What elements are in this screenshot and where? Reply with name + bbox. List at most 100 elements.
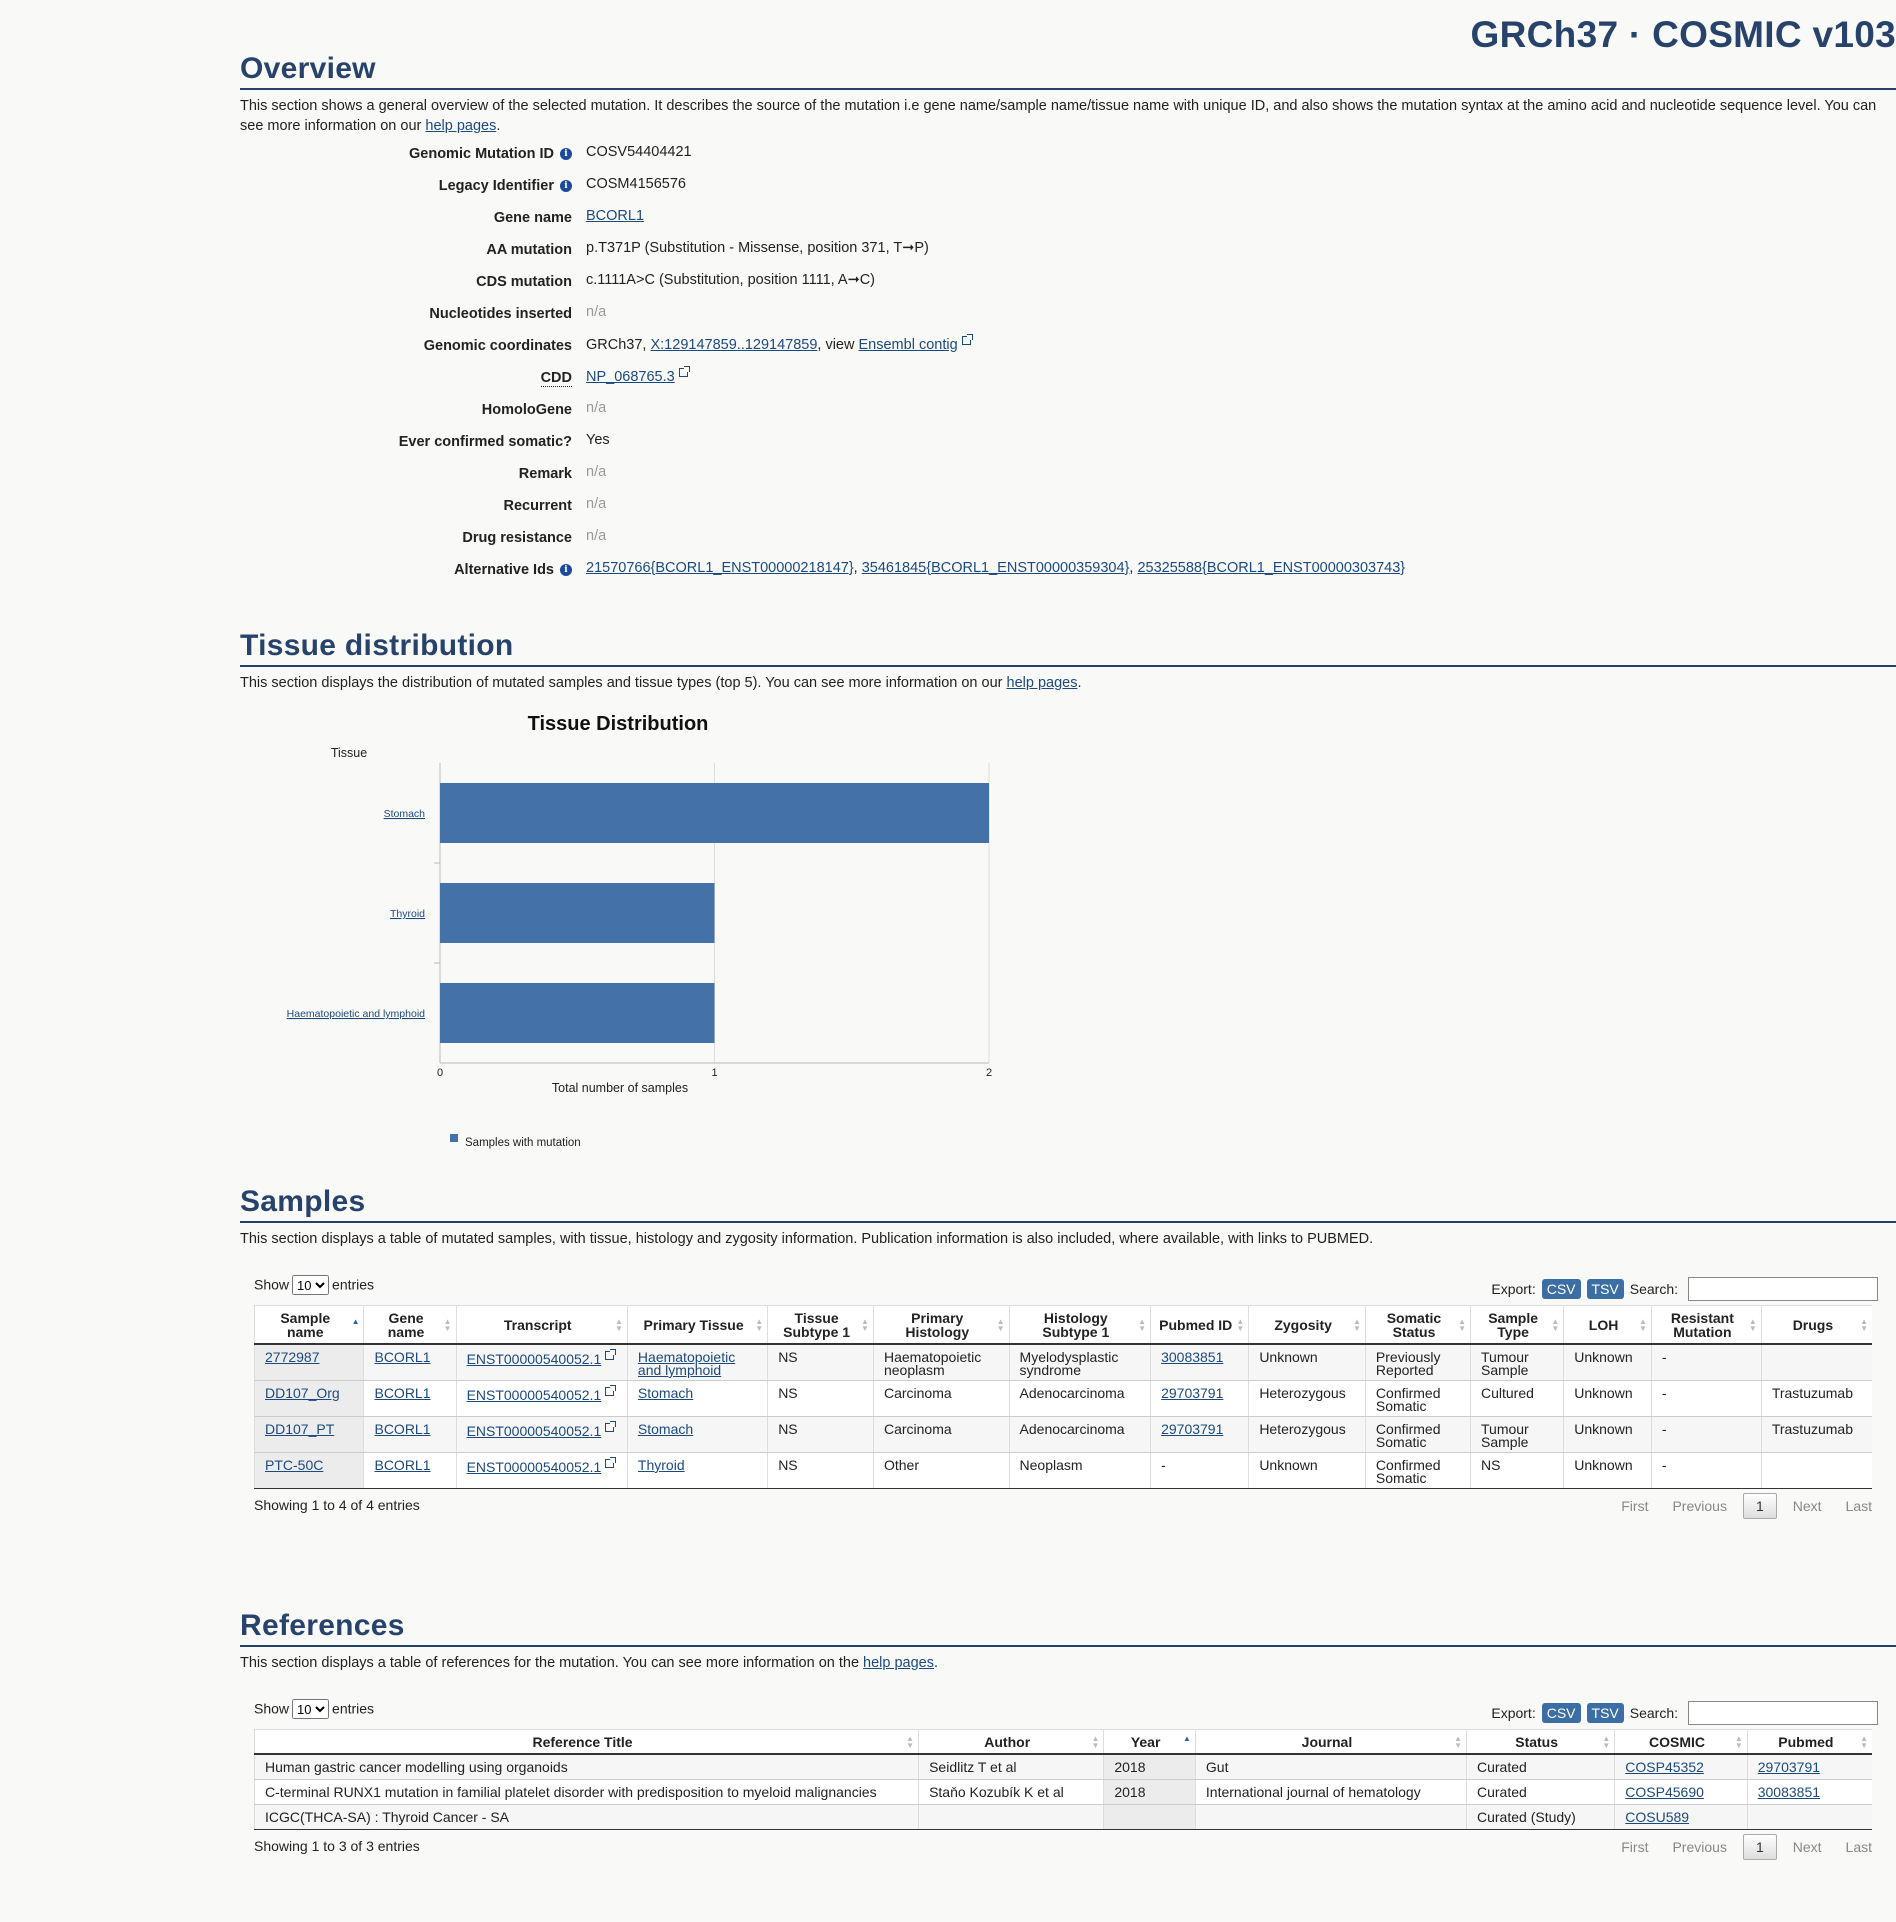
cell-text: ICGC(THCA-SA) : Thyroid Cancer - SA: [265, 1809, 510, 1825]
primary-tissue-link[interactable]: Stomach: [637, 1421, 694, 1437]
primary-tissue-link[interactable]: Stomach: [637, 1385, 694, 1401]
samples-page-size-select[interactable]: 10: [292, 1275, 330, 1295]
cell-author: [918, 1804, 1104, 1830]
column-header-reference-title[interactable]: Reference Title ▲ ▼: [253, 1729, 919, 1755]
label-genomic-mutation-id: Genomic Mutation ID i: [240, 142, 572, 162]
chart-category-label[interactable]: Stomach: [384, 808, 426, 820]
sample-name-link[interactable]: DD107_PT: [265, 1421, 335, 1437]
column-header-primary-tissue[interactable]: Primary Tissue ▲ ▼: [626, 1305, 768, 1345]
cell-loh: Unknown: [1563, 1452, 1652, 1489]
column-header-somatic-status[interactable]: Somatic Status ▲ ▼: [1364, 1305, 1471, 1345]
transcript-link[interactable]: ENST00000540052.1: [466, 1387, 602, 1403]
alternative-id-link[interactable]: 21570766{BCORL1_ENST00000218147}: [586, 560, 854, 576]
cosmic-link[interactable]: COSP45690: [1625, 1784, 1704, 1800]
cdd-link[interactable]: NP_068765.3: [586, 369, 675, 385]
column-header-drugs[interactable]: Drugs ▲ ▼: [1760, 1305, 1872, 1345]
references-help-link[interactable]: help pages: [863, 1655, 934, 1671]
page-next-button[interactable]: Next: [1792, 1839, 1822, 1855]
cosmic-link[interactable]: COSU589: [1625, 1809, 1690, 1825]
pubmed-link[interactable]: 30083851: [1757, 1784, 1821, 1800]
coordinates-link[interactable]: X:129147859..129147859: [650, 337, 818, 353]
cell-text: Carcinoma: [883, 1385, 952, 1401]
chart-category-label[interactable]: Thyroid: [390, 908, 425, 920]
cell-status: Curated: [1465, 1754, 1615, 1780]
page-last-button[interactable]: Last: [1845, 1839, 1872, 1855]
page-current-button[interactable]: 1: [1742, 1493, 1777, 1519]
page-current-button[interactable]: 1: [1742, 1834, 1777, 1860]
page-first-button[interactable]: First: [1621, 1839, 1649, 1855]
build-label: GRCh37 · COSMIC v103: [1470, 14, 1896, 55]
column-header-year[interactable]: Year ▲: [1103, 1729, 1196, 1755]
primary-tissue-link[interactable]: Haematopoietic and lymphoid: [637, 1349, 736, 1378]
column-header-transcript[interactable]: Transcript ▲ ▼: [455, 1305, 628, 1345]
sample-name-link[interactable]: PTC-50C: [265, 1457, 324, 1473]
info-icon[interactable]: i: [560, 564, 572, 576]
gene-name-link[interactable]: BCORL1: [374, 1457, 431, 1473]
page-next-button[interactable]: Next: [1792, 1498, 1822, 1514]
page-previous-button[interactable]: Previous: [1672, 1498, 1727, 1514]
export-csv-button[interactable]: CSV: [1541, 1703, 1581, 1723]
cell-text: Haematopoietic neoplasm: [883, 1349, 982, 1378]
label-drug-resistance: Drug resistance: [462, 530, 572, 546]
column-header-tissue-subtype-1[interactable]: Tissue Subtype 1 ▲ ▼: [767, 1305, 874, 1345]
sort-icon: ▲ ▼: [861, 1316, 869, 1333]
cell-text: Curated: [1477, 1784, 1527, 1800]
column-header-pubmed-id[interactable]: Pubmed ID ▲ ▼: [1150, 1305, 1249, 1345]
chart-x-axis-label: Total number of samples: [552, 1081, 688, 1095]
column-header-resistant-mutation[interactable]: Resistant Mutation ▲ ▼: [1650, 1305, 1762, 1345]
tissue-help-link[interactable]: help pages: [1006, 675, 1078, 691]
alternative-id-link[interactable]: 25325588{BCORL1_ENST00000303743}: [1137, 560, 1406, 576]
gene-name-link[interactable]: BCORL1: [586, 208, 645, 224]
cosmic-link[interactable]: COSP45352: [1625, 1759, 1704, 1775]
column-header-pubmed[interactable]: Pubmed ▲ ▼: [1746, 1729, 1872, 1755]
pubmed-link[interactable]: 29703791: [1757, 1759, 1821, 1775]
pubmed-id-link[interactable]: 29703791: [1161, 1421, 1224, 1437]
export-tsv-button[interactable]: TSV: [1586, 1703, 1624, 1723]
column-header-primary-histology[interactable]: Primary Histology ▲ ▼: [872, 1305, 1010, 1345]
cell-tissue-subtype-1: NS: [767, 1416, 874, 1453]
pubmed-id-link[interactable]: 29703791: [1161, 1385, 1224, 1401]
column-header-journal[interactable]: Journal ▲ ▼: [1194, 1729, 1467, 1755]
row-homologene: HomoloGene n/a: [240, 398, 1896, 430]
column-header-histology-subtype-1[interactable]: Histology Subtype 1 ▲ ▼: [1008, 1305, 1151, 1345]
primary-tissue-link[interactable]: Thyroid: [637, 1457, 685, 1473]
pubmed-id-link[interactable]: 30083851: [1161, 1349, 1224, 1365]
column-header-cosmic[interactable]: COSMIC ▲ ▼: [1614, 1729, 1748, 1755]
ensembl-contig-link[interactable]: Ensembl contig: [858, 337, 958, 353]
overview-help-link[interactable]: help pages: [425, 118, 497, 134]
sample-name-link[interactable]: DD107_Org: [265, 1385, 340, 1401]
column-header-author[interactable]: Author ▲ ▼: [918, 1729, 1104, 1755]
chart-category-label[interactable]: Haematopoietic and lymphoid: [287, 1008, 425, 1020]
column-header-sample-type[interactable]: Sample Type ▲ ▼: [1469, 1305, 1564, 1345]
column-header-gene-name[interactable]: Gene name ▲ ▼: [363, 1305, 457, 1345]
page-first-button[interactable]: First: [1621, 1498, 1649, 1514]
transcript-link[interactable]: ENST00000540052.1: [466, 1423, 602, 1439]
gene-name-link[interactable]: BCORL1: [374, 1385, 431, 1401]
gene-name-link[interactable]: BCORL1: [374, 1421, 431, 1437]
column-header-zygosity[interactable]: Zygosity ▲ ▼: [1248, 1305, 1366, 1345]
export-csv-button[interactable]: CSV: [1541, 1279, 1581, 1299]
gene-name-link[interactable]: BCORL1: [374, 1349, 431, 1365]
references-search-input[interactable]: [1688, 1701, 1878, 1725]
sample-name-link[interactable]: 2772987: [265, 1349, 320, 1365]
info-icon[interactable]: i: [560, 148, 572, 160]
page-previous-button[interactable]: Previous: [1672, 1839, 1727, 1855]
cell-transcript: ENST00000540052.1: [455, 1452, 628, 1489]
cell-text: Adenocarcinoma: [1019, 1421, 1125, 1437]
samples-search-input[interactable]: [1688, 1277, 1878, 1301]
sort-icon: ▲ ▼: [1748, 1316, 1757, 1333]
samples-footer: Showing 1 to 4 of 4 entries First Previo…: [240, 1489, 1896, 1525]
column-header-sample-name[interactable]: Sample name ▲: [253, 1305, 364, 1345]
references-table: Reference Title ▲ ▼ Author ▲ ▼ Year ▲ Journal ▲ ▼ S…: [253, 1729, 1872, 1830]
column-header-loh[interactable]: LOH ▲ ▼: [1563, 1305, 1652, 1345]
alternative-id-link[interactable]: 35461845{BCORL1_ENST00000359304}: [861, 560, 1130, 576]
transcript-link[interactable]: ENST00000540052.1: [466, 1351, 602, 1367]
export-tsv-button[interactable]: TSV: [1586, 1279, 1624, 1299]
column-header-status[interactable]: Status ▲ ▼: [1465, 1729, 1615, 1755]
references-page-size-select[interactable]: 10: [292, 1699, 330, 1719]
transcript-link[interactable]: ENST00000540052.1: [466, 1459, 602, 1475]
cell-pubmed: 30083851: [1746, 1779, 1872, 1805]
column-header-label: Reference Title: [532, 1734, 633, 1750]
page-last-button[interactable]: Last: [1845, 1498, 1872, 1514]
info-icon[interactable]: i: [560, 180, 572, 192]
